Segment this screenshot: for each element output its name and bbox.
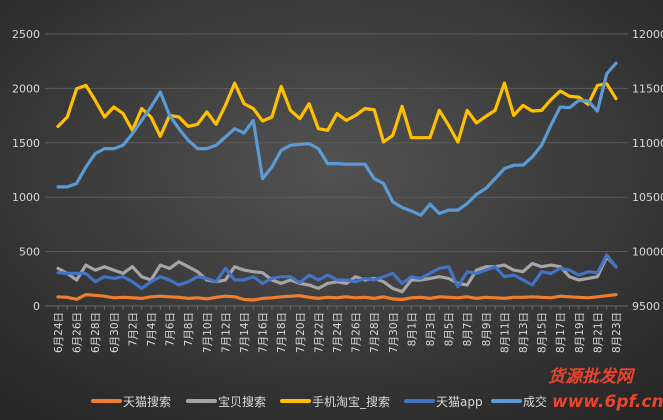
series-line-天猫app	[56, 253, 618, 290]
legend-label: 天猫app	[436, 395, 483, 409]
x-axis-tick-label: 7月12日	[220, 312, 232, 353]
watermark-line2: www.6pf.cn	[552, 392, 663, 412]
right-axis-tick-label: 9500	[632, 300, 660, 313]
legend-label: 宝贝搜索	[218, 394, 266, 409]
x-axis-tick-label: 7月26日	[351, 312, 363, 353]
x-axis-tick-label: 6月26日	[72, 312, 84, 353]
x-axis-tick-label: 8月21日	[592, 312, 604, 353]
x-axis-tick-label: 6月28日	[90, 312, 102, 353]
x-axis-tick-label: 7月16日	[258, 312, 270, 353]
series-line-手机淘宝_搜索	[56, 81, 618, 144]
left-axis-tick-label: 500	[19, 246, 40, 259]
legend-item[interactable]: 宝贝搜索	[186, 394, 266, 409]
watermark: 货源批发网 www.6pf.cn	[548, 367, 663, 412]
x-axis-tick-label: 8月17日	[555, 312, 567, 353]
x-axis-tick-label: 8月7日	[462, 312, 474, 346]
right-axis-tick-label: 10500	[632, 191, 663, 204]
x-axis-tick-label: 7月10日	[202, 312, 214, 353]
x-axis-tick-label: 7月6日	[165, 312, 177, 346]
legend-item[interactable]: 天猫搜索	[91, 394, 171, 409]
series-line-天猫搜索	[56, 293, 618, 302]
x-axis-tick-label: 7月28日	[369, 312, 381, 353]
x-axis-tick-label: 8月9日	[481, 312, 493, 346]
right-axis-tick-label: 12000	[632, 28, 663, 41]
series-line-成交	[56, 61, 618, 217]
x-axis-tick-label: 6月30日	[109, 312, 121, 353]
left-axis-tick-label: 0	[33, 300, 40, 313]
right-axis-tick-label: 11000	[632, 137, 663, 150]
left-axis-tick-label: 2000	[12, 82, 40, 95]
legend-item[interactable]: 天猫app	[404, 395, 483, 409]
x-axis-tick-label: 7月20日	[295, 312, 307, 353]
left-axis-tick-label: 1500	[12, 137, 40, 150]
x-axis-tick-label: 7月18日	[276, 312, 288, 353]
x-axis-tick-label: 7月2日	[127, 312, 139, 346]
right-axis-tick-label: 11500	[632, 82, 663, 95]
left-axis-tick-label: 1000	[12, 191, 40, 204]
x-axis-tick-label: 7月30日	[388, 312, 400, 353]
x-axis-tick-label: 7月4日	[146, 312, 158, 346]
x-axis-tick-label: 8月3日	[425, 312, 437, 346]
x-axis-tick-label: 8月23日	[611, 312, 623, 353]
legend-item[interactable]: 成交	[491, 394, 547, 409]
x-axis-tick-label: 8月1日	[406, 312, 418, 346]
x-axis-tick-label: 8月15日	[537, 312, 549, 353]
x-axis-tick-label: 8月19日	[574, 312, 586, 353]
x-axis-tick-label: 8月13日	[518, 312, 530, 353]
x-axis-tick-label: 7月22日	[313, 312, 325, 353]
legend-label: 手机淘宝_搜索	[312, 394, 390, 409]
legend-label: 成交	[523, 394, 547, 409]
x-axis-tick-label: 8月5日	[444, 312, 456, 346]
legend-label: 天猫搜索	[123, 394, 171, 409]
x-axis-tick-label: 7月14日	[239, 312, 251, 353]
x-axis-tick-label: 7月24日	[332, 312, 344, 353]
right-axis-tick-label: 10000	[632, 246, 663, 259]
left-axis-tick-label: 2500	[12, 28, 40, 41]
x-axis-tick-label: 7月8日	[183, 312, 195, 346]
x-axis-tick-label: 6月24日	[53, 312, 65, 353]
watermark-line1: 货源批发网	[548, 367, 636, 387]
x-axis-tick-label: 8月11日	[499, 312, 511, 353]
legend-item[interactable]: 手机淘宝_搜索	[280, 394, 390, 409]
